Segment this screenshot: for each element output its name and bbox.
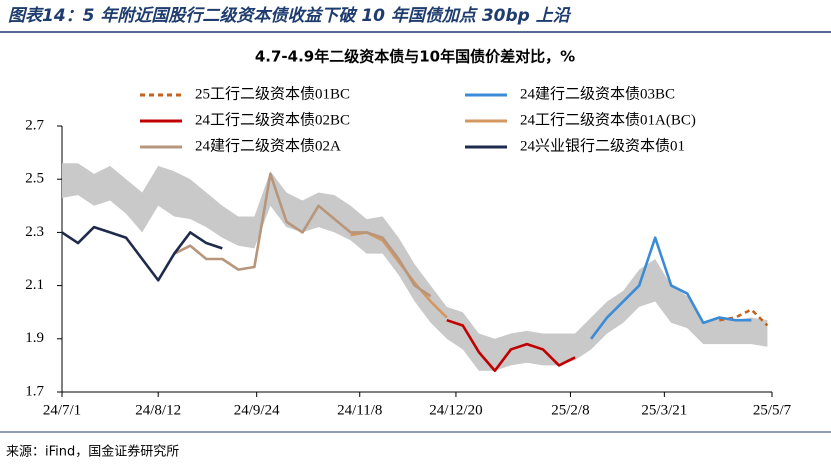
legend-label: 25工行二级资本债01BC [195, 85, 350, 102]
legend-label: 24建行二级资本债03BC [520, 85, 675, 102]
figure-heading: 图表14：5 年附近国股行二级资本债收益下破 10 年国债加点 30bp 上沿 [8, 6, 572, 26]
x-tick-label: 25/5/7 [753, 402, 792, 418]
legend-label: 24工行二级资本债02BC [195, 111, 350, 128]
y-tick-label: 2.3 [25, 224, 44, 240]
x-tick-label: 24/7/1 [43, 402, 81, 418]
y-tick-label: 2.5 [25, 171, 44, 187]
legend-label: 24兴业银行二级资本债01 [520, 137, 685, 154]
series-line [446, 318, 576, 373]
y-tick-label: 1.7 [25, 383, 44, 399]
range-band [62, 163, 768, 371]
series-line [590, 236, 752, 340]
y-tick-label: 1.9 [25, 330, 44, 346]
series-line [61, 225, 223, 282]
x-tick-label: 24/12/20 [429, 402, 482, 418]
x-tick-label: 25/3/21 [641, 402, 687, 418]
legend-label: 24工行二级资本债01A(BC) [520, 111, 696, 128]
y-tick-label: 2.7 [25, 117, 44, 133]
x-tick-label: 24/9/24 [234, 402, 280, 418]
series-line [173, 172, 432, 298]
x-tick-label: 25/2/8 [551, 402, 589, 418]
x-tick-label: 24/11/8 [337, 402, 382, 418]
series-line [719, 308, 769, 327]
chart-title: 4.7-4.9年二级资本债与10年国债价差对比，% [255, 48, 575, 66]
y-tick-label: 2.1 [25, 277, 44, 293]
legend-label: 24建行二级资本债02A [195, 137, 341, 154]
source-note: 来源：iFind，国金证券研究所 [6, 444, 179, 460]
x-tick-label: 24/8/12 [135, 402, 181, 418]
